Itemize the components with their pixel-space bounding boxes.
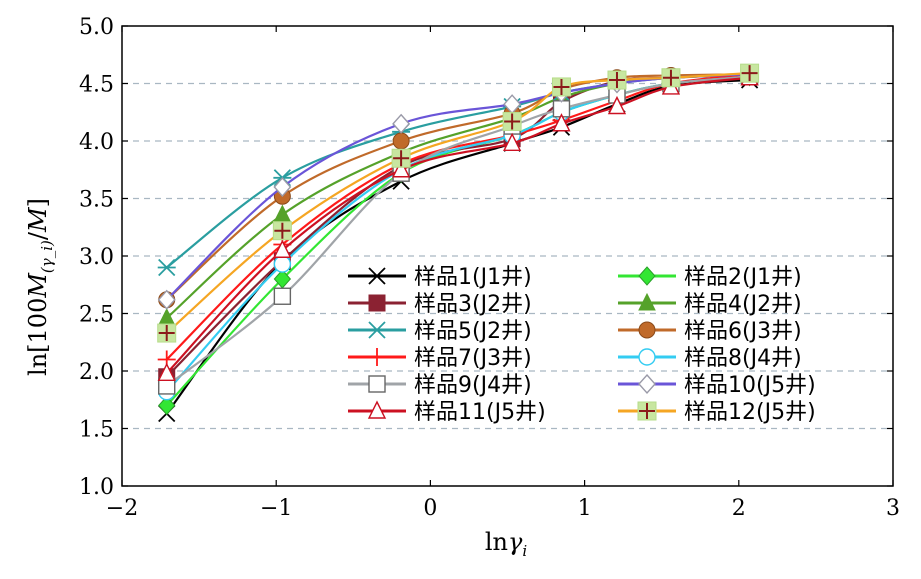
legend-item: 样品12(J5井) [618, 400, 816, 425]
legend-item: 样品5(J2井) [348, 319, 532, 344]
legend-label: 样品10(J5井) [684, 373, 816, 398]
triangle-open-marker [391, 159, 411, 178]
series-样品5(J2井) [157, 65, 759, 277]
x-marker [368, 267, 386, 285]
y-axis-label: ln[100M(γ_i)/M] [24, 198, 56, 376]
series-group [157, 63, 760, 423]
triangle-open-marker [607, 95, 627, 115]
x-tick-label: 3 [886, 496, 900, 521]
legend-label: 样品4(J2井) [684, 292, 802, 317]
plus-marker [368, 348, 386, 366]
x-tick-label: −2 [106, 496, 138, 521]
square-plus-cross [608, 72, 625, 89]
triangle-marker [273, 204, 292, 223]
circle-marker [638, 321, 656, 339]
y-tick-label: 2.5 [79, 303, 114, 328]
legend-item: 样品10(J5井) [618, 373, 816, 398]
y-tick-label: 4.0 [79, 130, 114, 155]
square-plus-cross [662, 69, 679, 86]
legend-label: 样品7(J3井) [414, 346, 532, 371]
y-tick-label: 2.0 [79, 360, 114, 385]
legend-item: 样品3(J2井) [348, 292, 532, 317]
diamond-open-marker [273, 176, 292, 198]
y-tick-label: 4.5 [79, 73, 114, 98]
legend-label: 样品2(J1井) [684, 265, 802, 290]
legend-label: 样品11(J5井) [414, 400, 546, 425]
triangle-open-marker [157, 362, 176, 381]
legend-label: 样品6(J3井) [684, 319, 802, 344]
diamond-open-marker [157, 289, 176, 310]
legend-item: 样品11(J5井) [348, 400, 546, 425]
diamond-open-marker [392, 113, 411, 134]
y-tick-label: 1.5 [79, 418, 114, 443]
y-tick-label: 3.5 [79, 188, 114, 213]
legend-label: 样品8(J4井) [684, 346, 802, 371]
y-tick-label: 3.0 [79, 245, 114, 270]
legend-item: 样品9(J4井) [348, 373, 532, 398]
triangle-marker [638, 292, 656, 311]
asterisk-marker [157, 258, 176, 277]
legend-label: 样品3(J2井) [414, 292, 532, 317]
legend-label: 样品5(J2井) [414, 319, 532, 344]
circle-open-marker [638, 348, 656, 366]
legend-item: 样品4(J2井) [618, 292, 802, 317]
square-plus-cross [274, 222, 291, 239]
legend-item: 样品1(J1井) [348, 265, 532, 290]
legend-item: 样品6(J3井) [618, 319, 802, 344]
x-tick-label: −1 [260, 496, 292, 521]
series-line [165, 75, 750, 393]
square-plus-cross [158, 325, 175, 342]
x-axis-label: lnγi [485, 528, 527, 560]
legend-item: 样品8(J4井) [618, 346, 802, 371]
y-tick-label: 5.0 [79, 15, 114, 40]
diamond-marker [638, 266, 656, 286]
square-plus-cross [393, 150, 410, 167]
circle-marker [392, 132, 410, 150]
square-open-marker [368, 375, 386, 393]
legend-label: 样品1(J1井) [414, 265, 532, 290]
square-plus-cross [504, 113, 521, 130]
grid-lines [122, 82, 893, 430]
square-plus-cross [741, 65, 758, 82]
legend-label: 样品9(J4井) [414, 373, 532, 398]
square-marker [368, 294, 386, 312]
square-plus-cross [639, 403, 655, 419]
legend-item: 样品2(J1井) [618, 265, 802, 290]
triangle-open-marker [273, 239, 292, 258]
x-tick-label: 0 [423, 496, 437, 521]
x-tick-label: 2 [732, 496, 746, 521]
axis-ticks: −2 −1 0 1 2 3 1.0 1.5 2.0 2.5 3.0 3.5 4.0 4.5 5.0 [79, 15, 900, 521]
square-plus-cross [553, 78, 570, 95]
legend-label: 样品12(J5井) [684, 400, 816, 425]
triangle-open-marker [552, 113, 571, 132]
square-open-marker [273, 287, 292, 305]
diamond-open-marker [638, 373, 656, 395]
triangle-open-marker [367, 400, 387, 419]
series-样品12(J5井) [157, 63, 760, 343]
circle-open-marker [273, 255, 292, 273]
legend: 样品1(J1井) 样品2(J1井) 样品3(J2井) 样品4(J2井) 样品5(J2井)… [348, 265, 816, 425]
legend-item: 样品7(J3井) [348, 346, 532, 371]
triangle-open-marker [502, 132, 522, 151]
y-tick-label: 1.0 [79, 475, 114, 500]
asterisk-marker [368, 321, 386, 339]
diamond-marker [158, 395, 176, 416]
x-tick-label: 1 [578, 496, 592, 521]
